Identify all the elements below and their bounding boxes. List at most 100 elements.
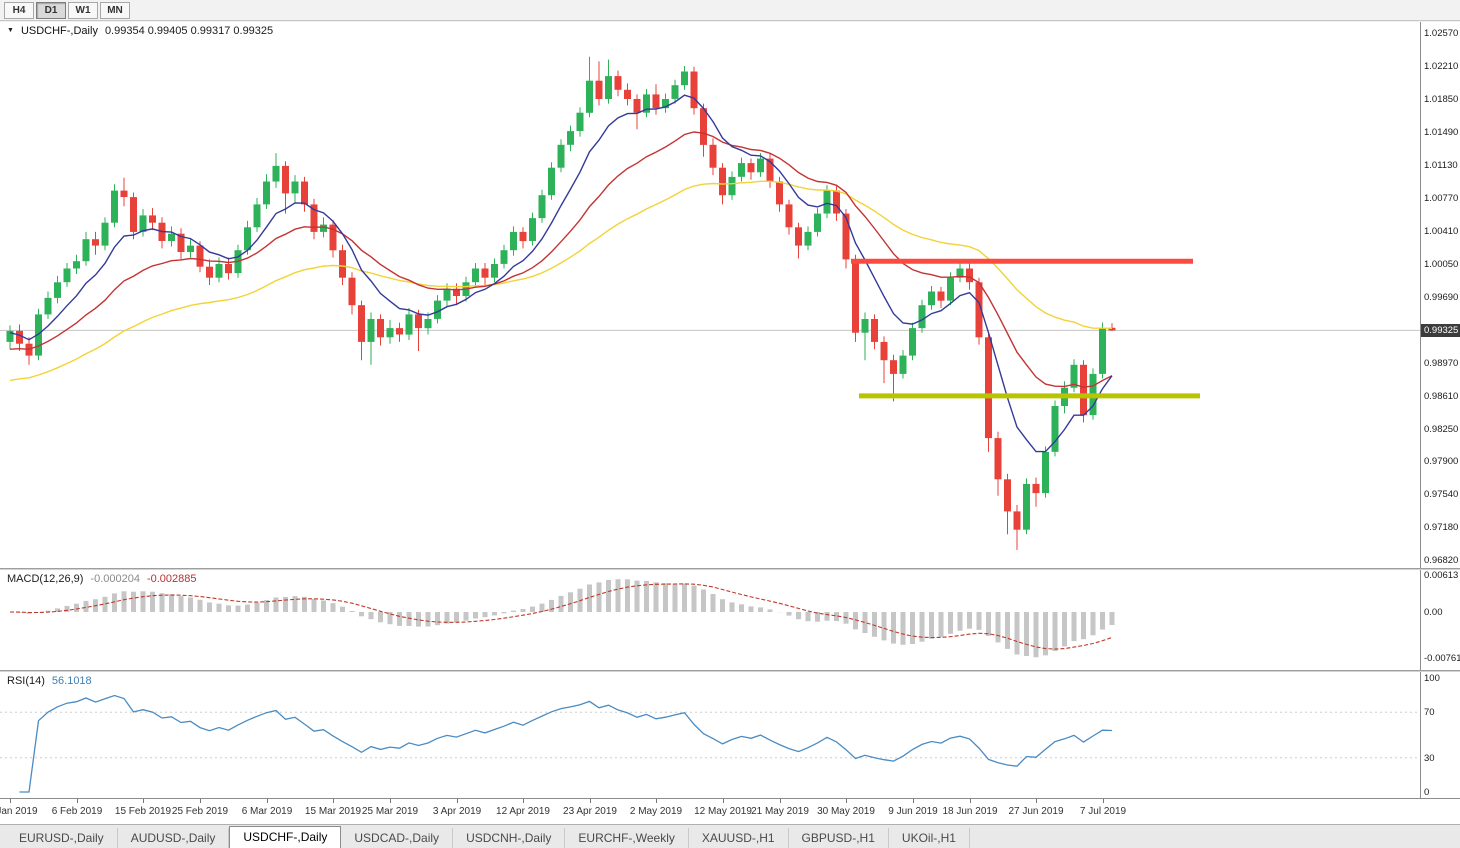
candle <box>149 208 156 231</box>
chart-tab-ukoil-h1[interactable]: UKOil-,H1 <box>888 828 970 848</box>
price-axis-label: 0.97540 <box>1424 489 1459 500</box>
time-axis-tick <box>970 799 971 803</box>
candle <box>880 336 888 384</box>
candle <box>899 350 907 379</box>
candle <box>928 286 935 310</box>
timeframe-button-h4[interactable]: H4 <box>4 1 34 19</box>
time-axis-label: 21 May 2019 <box>751 806 809 817</box>
candle <box>633 94 641 130</box>
candle <box>937 286 945 308</box>
candle <box>120 177 128 207</box>
time-axis-tick <box>10 799 11 803</box>
candle <box>206 259 213 285</box>
chart-tab-xauusd-h1[interactable]: XAUUSD-,H1 <box>688 828 789 848</box>
candle <box>1051 400 1059 457</box>
candle <box>833 186 840 221</box>
rsi-chart[interactable] <box>0 672 1420 798</box>
chart-tab-eurchf-weekly[interactable]: EURCHF-,Weekly <box>565 828 689 848</box>
rsi-axis-label: 70 <box>1424 707 1435 718</box>
chart-tab-eurusd-daily[interactable]: EURUSD-,Daily <box>6 828 118 848</box>
macd-chart[interactable] <box>0 570 1420 670</box>
macd-label: MACD(12,26,9) <box>7 573 84 585</box>
candle <box>44 291 52 319</box>
candle <box>73 254 80 274</box>
candle <box>253 198 261 232</box>
time-axis-tick <box>656 799 657 803</box>
chart-tab-gbpusd-h1[interactable]: GBPUSD-,H1 <box>788 828 889 848</box>
candle <box>54 275 61 304</box>
candle <box>519 227 527 249</box>
timeframe-button-mn[interactable]: MN <box>100 1 130 19</box>
candle <box>1108 323 1116 332</box>
candle <box>348 272 356 315</box>
candle <box>681 66 688 90</box>
candle <box>481 263 489 287</box>
chart-tab-usdcad-daily[interactable]: USDCAD-,Daily <box>341 828 454 848</box>
candle <box>377 314 384 346</box>
rsi-panel: RSI(14) 56.1018 100 70 30 0 <box>0 672 1460 798</box>
macd-panel: MACD(12,26,9) -0.000204 -0.002885 0.0061… <box>0 570 1460 670</box>
price-axis-label: 1.00410 <box>1424 226 1459 237</box>
time-axis-tick <box>267 799 268 803</box>
price-axis: 1.02570 1.02210 1.01850 1.01490 1.01130 1.007… <box>1420 22 1460 568</box>
macd-axis: 0.00613 0.00 -0.00761 <box>1420 570 1460 670</box>
macd-main-value: -0.000204 <box>90 573 140 585</box>
candlestick-chart[interactable] <box>0 22 1420 568</box>
candle <box>624 83 631 106</box>
candle <box>918 299 926 333</box>
candle <box>975 277 983 345</box>
time-axis-label: 25 Feb 2019 <box>171 806 229 817</box>
candle <box>548 162 555 200</box>
panel-splitter[interactable] <box>0 568 1460 570</box>
candle <box>92 231 99 255</box>
chart-tab-usdchf-daily[interactable]: USDCHF-,Daily <box>229 826 342 848</box>
candle <box>367 312 375 365</box>
macd-axis-label: -0.00761 <box>1424 653 1460 664</box>
main-chart-panel: ▼ USDCHF-,Daily 0.99354 0.99405 0.99317 … <box>0 22 1460 568</box>
candle <box>757 153 764 177</box>
panel-splitter[interactable] <box>0 670 1460 672</box>
time-axis-label: 2 May 2019 <box>629 806 683 817</box>
ma-fast-line <box>9 94 1113 453</box>
candle <box>101 217 109 251</box>
time-axis-tick <box>200 799 201 803</box>
candle <box>595 61 603 106</box>
timeframe-button-d1[interactable]: D1 <box>36 1 66 19</box>
candle <box>424 312 432 335</box>
chart-tab-usdcnh-daily[interactable]: USDCNH-,Daily <box>453 828 566 848</box>
rsi-label: RSI(14) <box>7 675 45 687</box>
candle <box>1032 477 1040 507</box>
timeframe-toolbar: H4 D1 W1 MN <box>0 0 1460 21</box>
chart-tab-audusd-daily[interactable]: AUDUSD-,Daily <box>117 828 230 848</box>
candle <box>671 79 679 104</box>
price-axis-label: 1.00050 <box>1424 259 1459 270</box>
price-axis-label: 1.01850 <box>1424 94 1459 105</box>
time-axis-label: 15 Mar 2019 <box>304 806 362 817</box>
rsi-header: RSI(14) 56.1018 <box>7 675 92 687</box>
candle <box>861 312 869 361</box>
time-axis-label: 18 Jun 2019 <box>942 806 998 817</box>
price-axis-label: 0.96820 <box>1424 555 1459 566</box>
candle <box>310 198 318 240</box>
timeframe-button-w1[interactable]: W1 <box>68 1 98 19</box>
candle <box>16 324 23 351</box>
time-axis-label: 28 Jan 2019 <box>0 806 38 817</box>
candle <box>111 184 118 228</box>
time-axis-tick <box>143 799 144 803</box>
macd-axis-label: 0.00613 <box>1424 570 1459 581</box>
time-axis-tick <box>77 799 78 803</box>
price-axis-label: 0.98970 <box>1424 358 1459 369</box>
chart-menu-icon[interactable]: ▼ <box>7 27 14 34</box>
candle <box>643 88 650 118</box>
candle <box>1013 505 1021 550</box>
candle <box>158 217 166 249</box>
price-axis-label: 0.97900 <box>1424 456 1459 467</box>
main-chart-header: ▼ USDCHF-,Daily 0.99354 0.99405 0.99317 … <box>7 25 273 37</box>
price-axis-label: 1.01130 <box>1424 160 1458 171</box>
candle <box>339 244 346 285</box>
time-axis-label: 25 Mar 2019 <box>361 806 419 817</box>
candle <box>225 257 232 280</box>
candle <box>196 241 204 273</box>
candle <box>434 295 441 324</box>
candle <box>690 66 698 115</box>
